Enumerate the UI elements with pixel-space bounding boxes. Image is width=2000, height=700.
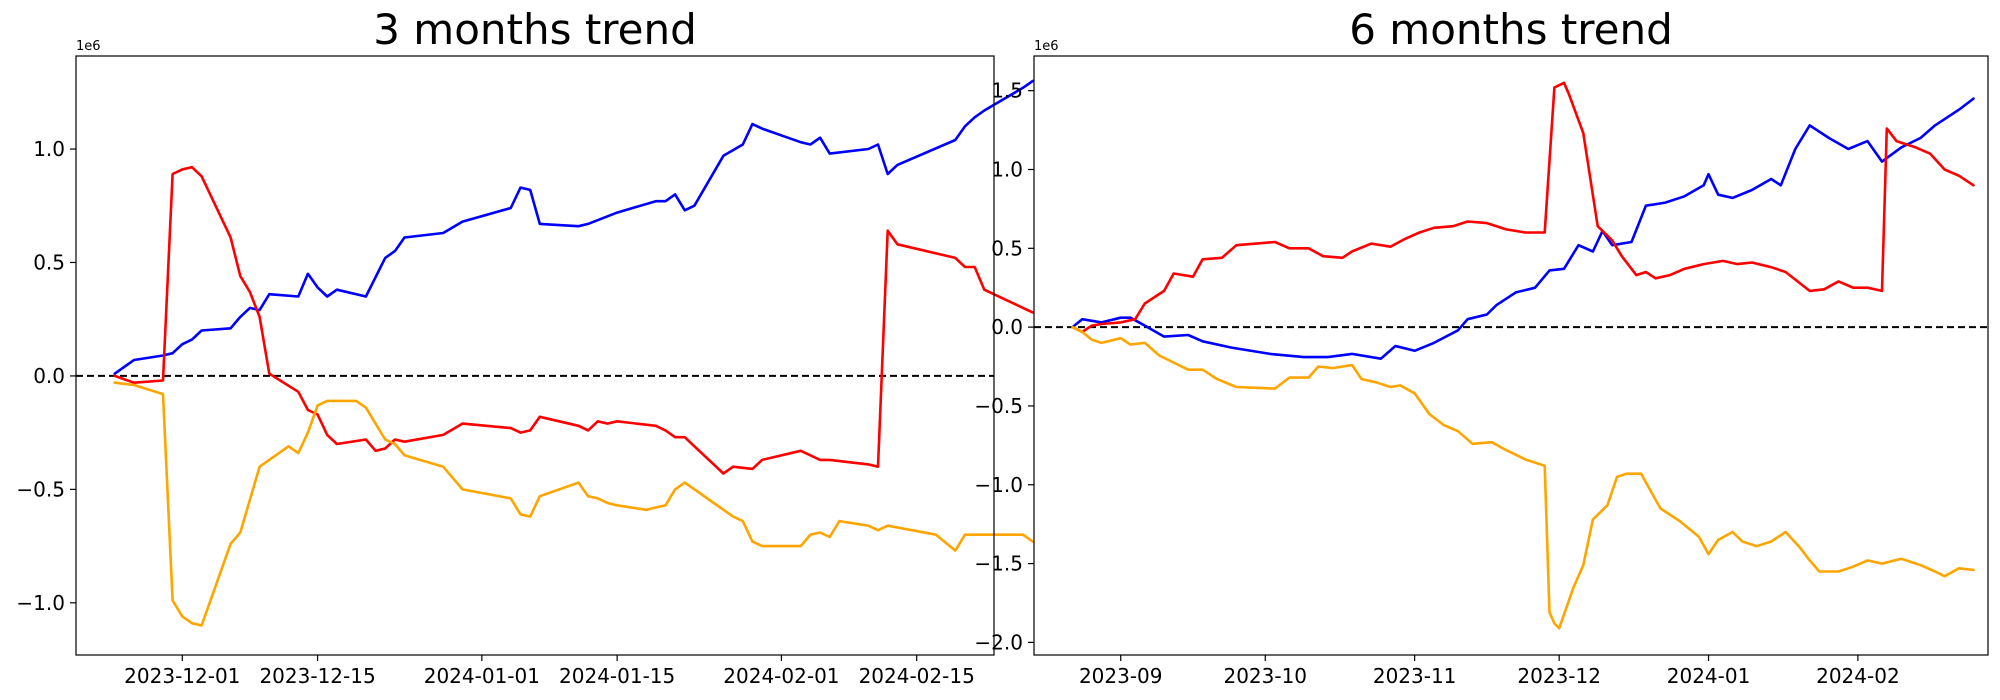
y-tick-label: 0.5 xyxy=(991,236,1023,260)
chart-6-months: 6 months trend −2.0 −1.5 −1.0 −0.5 0.0 0.5 1.0 1… xyxy=(974,5,1989,688)
y-tick-label: 1.5 xyxy=(991,79,1023,103)
y-tick-label: −1.0 xyxy=(16,591,65,615)
plot-frame xyxy=(1033,55,1989,656)
y-tick-label: 0.0 xyxy=(991,315,1023,339)
x-tick-label: 2023-11 xyxy=(1373,664,1457,688)
y-tick-label: −0.5 xyxy=(974,394,1023,418)
y-tick-label: −1.5 xyxy=(974,552,1023,576)
x-tick-label: 2023-09 xyxy=(1079,664,1163,688)
blue-series-line xyxy=(1071,97,1975,361)
red-series-line xyxy=(113,165,1034,475)
chart-3-months: 3 months trend −1.0 −0.5 0.0 0.5 1.0 2023-12-0… xyxy=(16,5,1034,688)
y-tick-label: 0.0 xyxy=(33,364,65,388)
x-tick-label: 2024-02 xyxy=(1816,664,1900,688)
blue-series-line xyxy=(113,79,1034,376)
y-tick-label: −2.0 xyxy=(974,630,1023,654)
x-tick-label: 2023-12-15 xyxy=(259,664,375,688)
x-tick-label: 2024-02-01 xyxy=(723,664,839,688)
y-tick-label: −1.0 xyxy=(974,473,1023,497)
x-tick-label: 2023-12-01 xyxy=(124,664,240,688)
x-tick-label: 2024-02-15 xyxy=(859,664,975,688)
y-tick-label: −0.5 xyxy=(16,477,65,501)
y-offset-label: 1e6 xyxy=(1034,39,1059,54)
x-tick-label: 2024-01 xyxy=(1667,664,1751,688)
chart-title: 3 months trend xyxy=(373,5,697,54)
x-tick-label: 2024-01-15 xyxy=(559,664,675,688)
y-tick-label: 1.0 xyxy=(991,157,1023,181)
orange-series-line xyxy=(1071,325,1975,630)
x-tick-label: 2023-12 xyxy=(1517,664,1601,688)
orange-series-line xyxy=(113,381,1034,627)
y-offset-label: 1e6 xyxy=(76,39,101,54)
y-tick-label: 0.5 xyxy=(33,250,65,274)
x-tick-label: 2023-10 xyxy=(1223,664,1307,688)
plot-frame xyxy=(75,55,995,656)
y-tick-label: 1.0 xyxy=(33,137,65,161)
red-series-line xyxy=(1071,81,1975,334)
chart-title: 6 months trend xyxy=(1349,5,1673,54)
x-tick-label: 2024-01-01 xyxy=(424,664,540,688)
